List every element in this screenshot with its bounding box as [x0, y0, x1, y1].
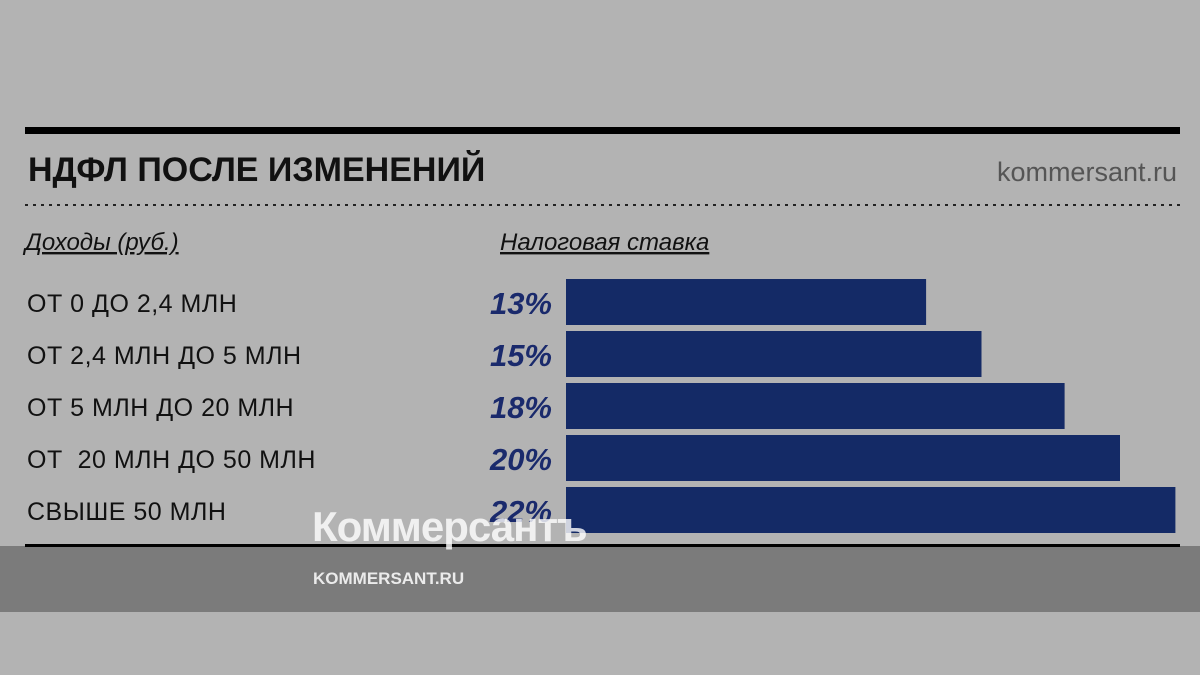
value-label: 20% — [489, 442, 552, 477]
bars: ОТ 0 ДО 2,4 МЛН 13% ОТ 2,4 МЛН ДО 5 МЛН 15%… — [27, 279, 1176, 533]
value-header: Налоговая ставка — [500, 229, 709, 256]
value-label: 15% — [490, 338, 552, 373]
bottom-rule — [25, 544, 1180, 547]
category-label: ОТ 5 МЛН ДО 20 МЛН — [27, 394, 294, 422]
category-label: ОТ 0 ДО 2,4 МЛН — [27, 290, 237, 318]
bar — [566, 331, 982, 377]
category-label: ОТ 20 МЛН ДО 50 МЛН — [27, 446, 316, 474]
watermark-site: KOMMERSANT.RU — [313, 569, 464, 588]
bar — [566, 435, 1120, 481]
value-label: 13% — [490, 286, 552, 321]
category-label: ОТ 2,4 МЛН ДО 5 МЛН — [27, 342, 302, 370]
value-label: 22% — [489, 494, 552, 529]
bar — [566, 279, 927, 325]
footer-band — [0, 546, 1200, 612]
top-rule — [25, 127, 1180, 134]
bar — [566, 383, 1065, 429]
source: kommersant.ru — [997, 157, 1177, 187]
value-label: 18% — [490, 390, 552, 425]
category-label: СВЫШЕ 50 МЛН — [27, 498, 226, 526]
bar — [566, 487, 1176, 533]
chart-title: НДФЛ ПОСЛЕ ИЗМЕНЕНИЙ — [28, 150, 485, 189]
watermark-logo: Коммерсантъ — [312, 503, 587, 550]
category-header: Доходы (руб.) — [22, 229, 179, 256]
